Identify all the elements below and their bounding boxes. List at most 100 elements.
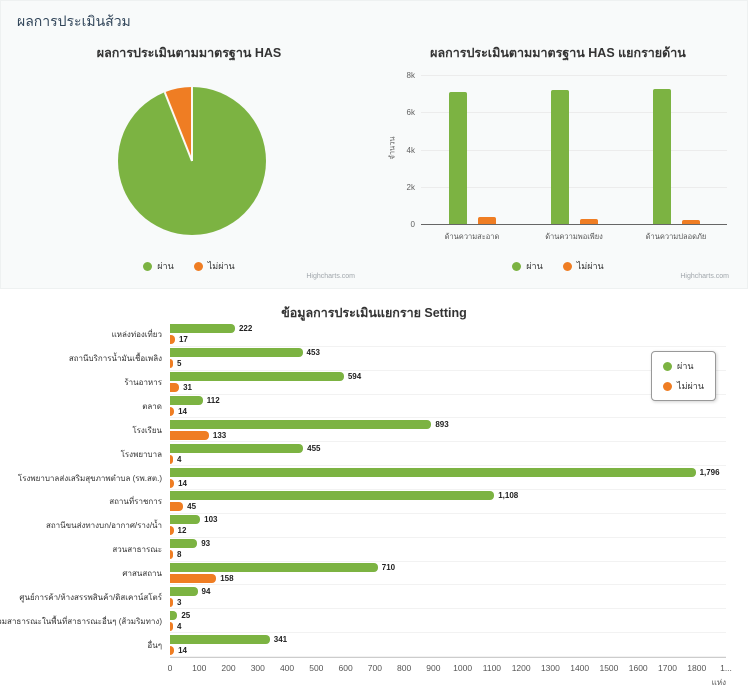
setting-bar[interactable] bbox=[170, 526, 174, 536]
bar-value-label: 1,796 bbox=[699, 467, 720, 477]
bar-value-label: 594 bbox=[347, 372, 362, 382]
setting-category-label: ศาสนสถาน bbox=[122, 569, 162, 579]
setting-bar[interactable] bbox=[170, 550, 173, 560]
pie-legend: ผ่าน ไม่ผ่าน bbox=[11, 259, 367, 273]
bar-value-label: 4 bbox=[177, 621, 182, 631]
setting-category-label: สถานีขนส่งทางบก/อากาศ/ราง/น้ำ bbox=[45, 521, 162, 531]
setting-row: โรงเรียน 893 133 bbox=[0, 418, 726, 443]
highcharts-watermark: Highcharts.com bbox=[306, 273, 355, 280]
setting-bar[interactable] bbox=[170, 586, 198, 596]
column-bar[interactable] bbox=[477, 216, 496, 224]
setting-row: ศาสนสถาน 710 158 bbox=[0, 562, 726, 586]
bar-value-label: 17 bbox=[178, 335, 188, 345]
setting-bar[interactable] bbox=[170, 383, 180, 393]
highcharts-watermark: Highcharts.com bbox=[680, 273, 729, 280]
bar-value-label: 1,108 bbox=[498, 491, 519, 501]
setting-bar[interactable] bbox=[170, 396, 203, 405]
bar-value-label: 893 bbox=[435, 419, 449, 429]
setting-bar[interactable] bbox=[170, 574, 217, 584]
setting-row: สถานที่ราชการ 1,108 45 bbox=[0, 490, 726, 514]
legend-label: ไม่ผ่าน bbox=[576, 261, 604, 271]
setting-bar[interactable] bbox=[170, 539, 198, 549]
setting-bar[interactable] bbox=[170, 563, 378, 573]
bar-value-label: 31 bbox=[183, 383, 192, 393]
setting-rows: แหล่งท่องเที่ยว 222 17 สถานีบริการน้ำมันเชื… bbox=[0, 323, 726, 658]
gridline bbox=[421, 75, 727, 76]
setting-category-label: ศูนย์การค้า/ห้างสรรพสินค้า/ดิสเคาน์สโตร์ bbox=[19, 592, 162, 602]
setting-bar[interactable] bbox=[170, 430, 209, 440]
legend-item-fail[interactable]: ไม่ผ่าน bbox=[663, 379, 704, 393]
column-bar[interactable] bbox=[652, 88, 671, 224]
x-tick-label: 1700 bbox=[658, 663, 677, 673]
bar-value-label: 8 bbox=[177, 550, 182, 560]
column-chart-title: ผลการประเมินตามมาตรฐาน HAS แยกรายด้าน bbox=[430, 46, 686, 60]
column-category-label: ด้านความพอเพียง bbox=[545, 232, 603, 241]
column-bar[interactable] bbox=[681, 219, 700, 224]
setting-bar[interactable] bbox=[170, 454, 173, 464]
setting-row: ส้วมสาธารณะในพื้นที่สาธารณะอื่นๆ (ส้วมริ… bbox=[0, 609, 726, 634]
setting-bar[interactable] bbox=[170, 419, 432, 429]
setting-bar[interactable] bbox=[170, 372, 344, 382]
setting-bar[interactable] bbox=[170, 359, 173, 369]
setting-row: สถานีขนส่งทางบก/อากาศ/ราง/น้ำ 103 12 bbox=[0, 514, 726, 538]
toilet-evaluation-panel: ผลการประเมินส้วม ผลการประเมินตามมาตรฐาน … bbox=[0, 0, 748, 289]
x-tick-label: 100 bbox=[192, 663, 207, 673]
setting-bar[interactable] bbox=[170, 515, 201, 525]
setting-row: แหล่งท่องเที่ยว 222 17 bbox=[0, 323, 726, 347]
setting-bar[interactable] bbox=[170, 443, 304, 453]
setting-row: โรงพยาบาล 455 4 bbox=[0, 442, 726, 467]
bar-value-label: 94 bbox=[201, 586, 211, 596]
setting-bar[interactable] bbox=[170, 467, 696, 477]
bar-value-label: 710 bbox=[381, 563, 396, 573]
setting-bar[interactable] bbox=[170, 634, 270, 644]
setting-bar[interactable] bbox=[170, 645, 175, 655]
pie-circle[interactable] bbox=[118, 87, 266, 235]
setting-bar[interactable] bbox=[170, 324, 235, 334]
fail-legend-dot-icon bbox=[193, 261, 203, 271]
setting-chart-title: ข้อมูลการประเมินแยกราย Setting bbox=[281, 306, 467, 320]
setting-bar[interactable] bbox=[170, 610, 178, 620]
gridline bbox=[421, 149, 727, 151]
setting-bar[interactable] bbox=[170, 597, 173, 607]
setting-bar[interactable] bbox=[170, 621, 173, 631]
setting-bar[interactable] bbox=[170, 335, 175, 345]
setting-legend: ผ่าน ไม่ผ่าน bbox=[651, 351, 716, 401]
legend-label: ผ่าน bbox=[677, 361, 694, 371]
y-tick-label: 4k bbox=[406, 145, 415, 155]
setting-category-label: สถานีบริการน้ำมันเชื้อเพลิง bbox=[68, 354, 162, 364]
column-bar[interactable] bbox=[550, 89, 569, 224]
column-bar[interactable] bbox=[448, 91, 467, 224]
bar-value-label: 133 bbox=[212, 430, 227, 440]
legend-item-pass[interactable]: ผ่าน bbox=[512, 259, 543, 273]
bar-value-label: 25 bbox=[181, 610, 191, 620]
bar-value-label: 5 bbox=[177, 359, 182, 369]
column-legend: ผ่าน ไม่ผ่าน bbox=[375, 259, 741, 273]
legend-label: ผ่าน bbox=[526, 261, 543, 271]
column-xlabels: ด้านความสะอาด ด้านความพอเพียง ด้านความปลอด… bbox=[421, 231, 727, 243]
setting-category-label: สถานที่ราชการ bbox=[109, 497, 162, 507]
column-bar[interactable] bbox=[579, 218, 598, 224]
legend-item-pass[interactable]: ผ่าน bbox=[143, 259, 174, 273]
setting-bar[interactable] bbox=[170, 491, 495, 501]
setting-category-label: สวนสาธารณะ bbox=[112, 545, 162, 555]
fail-legend-dot-icon bbox=[663, 381, 673, 391]
has-pie-chart: ผลการประเมินตามมาตรฐาน HAS ผ่าน ไม่ผ่าน … bbox=[11, 35, 367, 285]
setting-bar[interactable] bbox=[170, 478, 175, 488]
setting-bar[interactable] bbox=[170, 502, 184, 512]
y-axis-title: จำนวน bbox=[387, 136, 397, 160]
legend-item-pass[interactable]: ผ่าน bbox=[663, 359, 704, 373]
x-tick-label: 1500 bbox=[599, 663, 619, 673]
bar-value-label: 112 bbox=[206, 396, 220, 405]
legend-item-fail[interactable]: ไม่ผ่าน bbox=[193, 259, 235, 273]
pie-slice-border bbox=[191, 87, 193, 161]
bar-value-label: 341 bbox=[273, 634, 288, 644]
x-tick-label: 1400 bbox=[570, 663, 590, 673]
column-group bbox=[625, 75, 727, 224]
fail-legend-dot-icon bbox=[562, 261, 572, 271]
y-tick-label: 8k bbox=[406, 71, 415, 80]
setting-bar[interactable] bbox=[170, 407, 175, 416]
setting-category-label: ตลาด bbox=[142, 402, 162, 411]
setting-bar[interactable] bbox=[170, 348, 303, 358]
legend-item-fail[interactable]: ไม่ผ่าน bbox=[562, 259, 604, 273]
x-tick-label: 1600 bbox=[628, 663, 648, 673]
